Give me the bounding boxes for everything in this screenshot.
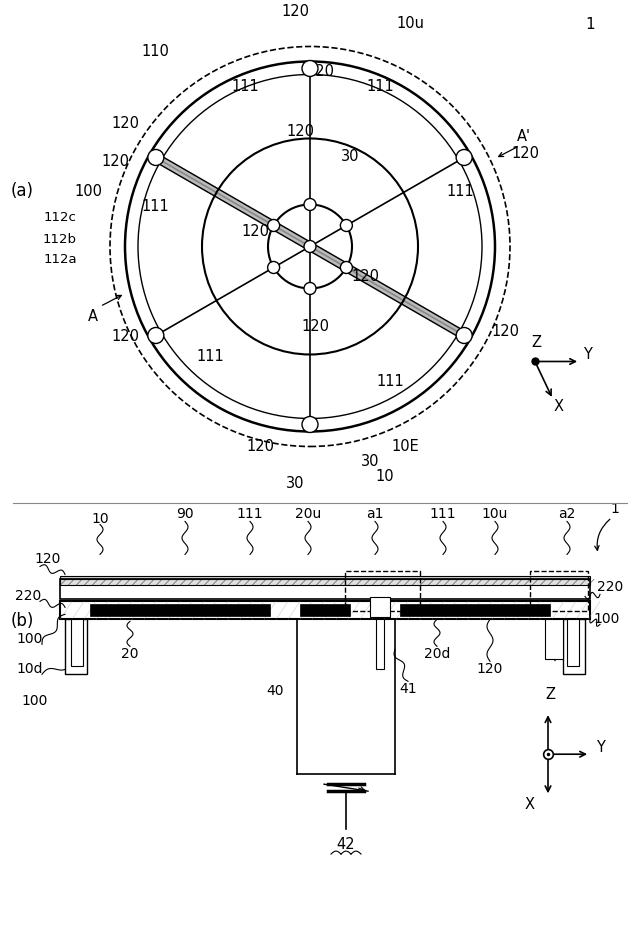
Text: 111: 111 (446, 184, 474, 199)
Text: 120: 120 (35, 552, 61, 567)
Text: 20: 20 (121, 647, 139, 661)
Bar (60, 576, 590, 580)
Circle shape (304, 198, 316, 211)
Text: 10: 10 (91, 512, 109, 527)
Text: 20d: 20d (424, 647, 450, 661)
Text: 100: 100 (74, 184, 102, 199)
Text: 30: 30 (340, 149, 359, 164)
Text: 120: 120 (511, 146, 539, 161)
Text: 112a: 112a (43, 253, 77, 267)
Text: 30: 30 (285, 476, 304, 491)
Bar (376, 620, 384, 669)
Text: 112b: 112b (43, 233, 77, 247)
Text: 112c: 112c (44, 212, 76, 225)
Text: 220: 220 (597, 581, 623, 594)
Bar (370, 597, 390, 618)
Circle shape (302, 417, 318, 433)
Circle shape (340, 219, 353, 232)
Text: 120: 120 (111, 329, 139, 344)
Text: 120: 120 (246, 439, 274, 454)
Text: 111: 111 (231, 79, 259, 94)
Text: 100: 100 (22, 695, 48, 708)
Text: 120: 120 (306, 64, 334, 79)
Text: 111: 111 (429, 508, 456, 521)
Bar (60, 602, 590, 620)
Text: 40: 40 (266, 684, 284, 698)
Text: 10E: 10E (391, 439, 419, 454)
Circle shape (304, 240, 316, 252)
Circle shape (340, 262, 353, 273)
Circle shape (148, 150, 164, 165)
Text: 111: 111 (376, 374, 404, 389)
Text: 10d: 10d (17, 662, 44, 677)
Bar (65, 620, 87, 675)
Text: X: X (554, 400, 564, 415)
Circle shape (302, 61, 318, 77)
Text: 120: 120 (101, 154, 129, 169)
Circle shape (456, 150, 472, 165)
Text: A: A (88, 309, 98, 324)
Text: 42: 42 (337, 837, 355, 851)
Bar (400, 605, 550, 616)
Text: 111: 111 (237, 508, 263, 521)
Bar (567, 620, 579, 666)
Text: 120: 120 (281, 4, 309, 19)
Bar (71, 620, 83, 666)
Text: (b): (b) (10, 612, 34, 630)
Text: 10: 10 (376, 469, 394, 484)
Text: 30: 30 (361, 454, 380, 469)
Bar (60, 580, 590, 586)
Text: 120: 120 (351, 269, 379, 284)
Bar (300, 605, 350, 616)
Text: 111: 111 (196, 349, 224, 364)
Text: A': A' (517, 129, 531, 144)
Circle shape (456, 327, 472, 344)
Text: 41: 41 (399, 682, 417, 697)
Text: 1: 1 (585, 17, 595, 32)
Text: Z: Z (531, 336, 541, 350)
Text: X: X (525, 797, 535, 812)
Text: 90: 90 (176, 508, 194, 521)
Bar (345, 571, 420, 611)
Text: 20u: 20u (295, 508, 321, 521)
Bar (563, 620, 585, 675)
Text: 10u: 10u (396, 16, 424, 31)
Circle shape (304, 283, 316, 294)
Text: Y: Y (582, 347, 591, 363)
Text: 120: 120 (111, 116, 139, 131)
Text: 100: 100 (594, 612, 620, 626)
Text: 111: 111 (141, 199, 169, 214)
Text: 120: 120 (286, 124, 314, 139)
Bar (545, 620, 563, 660)
Text: Z: Z (545, 687, 555, 702)
Text: 220: 220 (15, 589, 41, 604)
Bar (530, 571, 588, 611)
Text: 100: 100 (17, 632, 43, 646)
Text: a2: a2 (558, 508, 576, 521)
Text: 120: 120 (477, 662, 503, 677)
Text: Y: Y (596, 740, 604, 755)
Polygon shape (148, 151, 472, 343)
Bar (90, 605, 270, 616)
Circle shape (148, 327, 164, 344)
Circle shape (268, 219, 280, 232)
Text: 120: 120 (491, 324, 519, 339)
Bar (60, 580, 590, 600)
Text: 110: 110 (141, 44, 169, 59)
Text: 120: 120 (241, 224, 269, 239)
Text: a1: a1 (366, 508, 384, 521)
Text: (a): (a) (10, 182, 33, 200)
Circle shape (268, 262, 280, 273)
Text: 120: 120 (301, 319, 329, 334)
Text: 10u: 10u (482, 508, 508, 521)
Text: 1: 1 (611, 502, 620, 516)
Text: 111: 111 (366, 79, 394, 94)
